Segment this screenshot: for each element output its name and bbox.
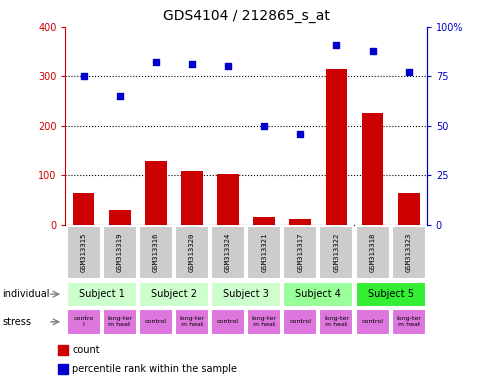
Bar <box>391 309 425 335</box>
Bar <box>247 309 281 335</box>
Text: GSM313319: GSM313319 <box>117 233 122 272</box>
Text: GSM313316: GSM313316 <box>152 233 158 272</box>
Bar <box>283 226 317 279</box>
Bar <box>175 309 209 335</box>
Title: GDS4104 / 212865_s_at: GDS4104 / 212865_s_at <box>162 9 329 23</box>
Bar <box>355 282 425 306</box>
Text: Subject 1: Subject 1 <box>78 289 124 299</box>
Bar <box>211 226 244 279</box>
Text: percentile rank within the sample: percentile rank within the sample <box>72 364 237 374</box>
Text: GSM313323: GSM313323 <box>405 233 411 272</box>
Text: control: control <box>145 319 166 324</box>
Text: GSM313321: GSM313321 <box>261 233 267 272</box>
Text: stress: stress <box>2 317 31 327</box>
Point <box>116 93 123 99</box>
Text: Subject 4: Subject 4 <box>295 289 341 299</box>
Bar <box>138 226 172 279</box>
Text: control: control <box>217 319 239 324</box>
Bar <box>283 282 353 306</box>
Bar <box>391 226 425 279</box>
Point <box>260 123 268 129</box>
Bar <box>145 161 166 225</box>
Bar <box>397 192 419 225</box>
Bar <box>319 226 353 279</box>
Text: long-ter
m heat: long-ter m heat <box>323 316 348 327</box>
Bar <box>289 219 311 225</box>
Bar <box>58 344 68 356</box>
Bar <box>211 282 281 306</box>
Text: Subject 2: Subject 2 <box>151 289 197 299</box>
Point <box>151 60 159 66</box>
Bar <box>138 309 172 335</box>
Bar <box>181 171 202 225</box>
Text: long-ter
m heat: long-ter m heat <box>107 316 132 327</box>
Text: long-ter
m heat: long-ter m heat <box>179 316 204 327</box>
Point <box>79 73 87 79</box>
Text: contro
l: contro l <box>73 316 93 327</box>
Bar <box>103 226 136 279</box>
Point <box>404 69 412 75</box>
Bar <box>247 226 281 279</box>
Text: GSM313320: GSM313320 <box>189 233 195 272</box>
Bar <box>211 309 244 335</box>
Text: GSM313317: GSM313317 <box>297 233 302 272</box>
Text: Subject 5: Subject 5 <box>367 289 413 299</box>
Bar <box>217 174 239 225</box>
Bar <box>319 309 353 335</box>
Point <box>224 63 231 70</box>
Text: Subject 3: Subject 3 <box>223 289 269 299</box>
Text: count: count <box>72 345 100 355</box>
Point <box>368 48 376 54</box>
Bar <box>73 192 94 225</box>
Point <box>296 131 303 137</box>
Text: control: control <box>289 319 311 324</box>
Point <box>188 61 196 68</box>
Text: GSM313318: GSM313318 <box>369 233 375 272</box>
Point <box>332 41 340 48</box>
Bar <box>325 69 347 225</box>
Text: GSM313322: GSM313322 <box>333 233 339 272</box>
Text: control: control <box>361 319 383 324</box>
Bar <box>58 364 68 374</box>
Bar <box>175 226 209 279</box>
Text: GSM313315: GSM313315 <box>80 233 86 272</box>
Bar <box>108 210 130 225</box>
Bar <box>66 282 136 306</box>
Bar <box>283 309 317 335</box>
Text: GSM313324: GSM313324 <box>225 233 230 272</box>
Text: long-ter
m heat: long-ter m heat <box>395 316 420 327</box>
Bar <box>355 226 389 279</box>
Bar <box>66 226 100 279</box>
Bar <box>253 217 274 225</box>
Bar <box>355 309 389 335</box>
Bar <box>66 309 100 335</box>
Bar <box>361 113 383 225</box>
Text: long-ter
m heat: long-ter m heat <box>251 316 276 327</box>
Bar <box>103 309 136 335</box>
Bar <box>138 282 209 306</box>
Text: individual: individual <box>2 289 50 299</box>
